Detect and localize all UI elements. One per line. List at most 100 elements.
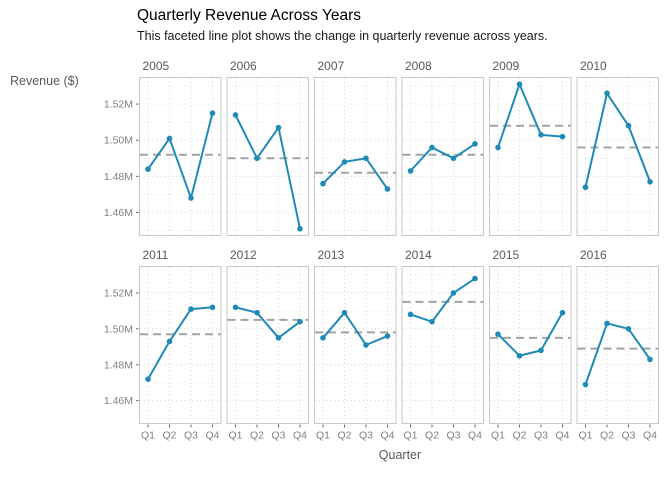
revenue-line [147, 306, 214, 381]
revenue-line [584, 92, 651, 189]
facet-panel-2013: 2013 Q1 Q2 Q3 Q4 [314, 248, 397, 442]
panel-background [576, 77, 659, 236]
data-point [625, 122, 632, 129]
facet-label: 2010 [580, 59, 607, 73]
chart-subtitle: This faceted line plot shows the change … [137, 29, 548, 43]
x-tick-label: Q2 [600, 430, 614, 442]
facet-label: 2012 [230, 248, 257, 262]
data-point [275, 124, 282, 131]
facet-panel-2015: 2015 Q1 Q2 Q3 Q4 [489, 248, 572, 442]
panel-background [139, 77, 222, 236]
revenue-line [234, 113, 301, 230]
x-tick-label: Q1 [403, 430, 417, 442]
revenue-line [409, 277, 476, 323]
facet-panel-2009: 2009 [489, 59, 572, 236]
data-point [582, 184, 589, 191]
data-point [166, 135, 173, 142]
data-point [604, 320, 610, 327]
revenue-line [322, 157, 389, 191]
data-point [320, 335, 326, 341]
data-point [363, 342, 369, 348]
data-point [209, 304, 216, 311]
y-axis-title: Revenue ($) [10, 74, 79, 88]
data-point [604, 90, 610, 97]
y-tick-label: 1.50M [104, 323, 133, 335]
x-tick-label: Q3 [446, 430, 460, 442]
chart-title: Quarterly Revenue Across Years [137, 7, 362, 24]
data-point [559, 309, 566, 316]
data-point [384, 186, 391, 192]
revenue-line [234, 306, 301, 339]
data-point [450, 290, 457, 296]
data-point [275, 335, 282, 341]
x-tick-label: Q2 [162, 430, 176, 442]
x-tick-label: Q2 [250, 430, 264, 442]
facet-label: 2008 [405, 59, 432, 73]
panel-background [314, 266, 397, 424]
data-point [384, 333, 391, 339]
data-point [495, 144, 501, 151]
y-tick-label: 1.48M [104, 359, 133, 371]
revenue-line [409, 142, 476, 172]
panel-background [401, 266, 484, 424]
data-point [254, 309, 260, 316]
data-point [341, 159, 348, 165]
facet-panel-2006: 2006 [226, 59, 309, 236]
x-tick-label: Q3 [359, 430, 373, 442]
y-tick-label: 1.46M [104, 395, 133, 407]
facet-label: 2007 [318, 59, 345, 73]
data-point [538, 132, 544, 138]
facet-label: 2015 [493, 248, 520, 262]
panel-background [139, 266, 222, 424]
data-point [407, 168, 414, 174]
data-point [254, 155, 260, 162]
x-tick-label: Q2 [337, 430, 351, 442]
data-point [166, 338, 173, 345]
facet-label: 2016 [580, 248, 607, 262]
data-point [559, 133, 566, 140]
data-point [145, 166, 151, 172]
data-point [341, 309, 348, 316]
data-point [472, 275, 478, 282]
facet-label: 2005 [143, 59, 170, 73]
data-point [450, 155, 457, 162]
data-point [209, 110, 216, 116]
panel-background [226, 266, 309, 424]
x-tick-label: Q2 [425, 430, 439, 442]
data-point [516, 352, 523, 359]
data-point [516, 81, 523, 88]
facet-panel-2016: 2016 Q1 Q2 Q3 Q4 [576, 248, 659, 442]
y-tick-label: 1.46M [104, 207, 133, 219]
y-tick-label: 1.52M [104, 99, 133, 111]
revenue-line [584, 322, 651, 386]
y-tick-label: 1.52M [104, 287, 133, 299]
x-tick-label: Q3 [621, 430, 635, 442]
data-point [429, 144, 435, 151]
facet-label: 2006 [230, 59, 257, 73]
data-point [363, 155, 369, 162]
x-tick-label: Q1 [141, 430, 155, 442]
facet-label: 2014 [405, 248, 432, 262]
data-point [188, 195, 194, 201]
facet-label: 2011 [143, 248, 169, 262]
x-tick-label: Q3 [184, 430, 198, 442]
x-tick-label: Q1 [316, 430, 330, 442]
facet-panel-2011: 2011 1.46M 1.48M 1.50M 1.52M Q1 Q2 Q3 Q4 [104, 248, 222, 442]
facet-panel-2014: 2014 Q1 Q2 Q3 Q4 [401, 248, 484, 442]
data-point [297, 225, 303, 232]
facet-panel-2008: 2008 [401, 59, 484, 236]
facet-label: 2013 [318, 248, 345, 262]
data-point [582, 381, 589, 388]
data-point [232, 112, 239, 118]
x-tick-label: Q1 [491, 430, 505, 442]
revenue-line [497, 83, 564, 149]
data-point [538, 347, 544, 354]
x-tick-label: Q3 [534, 430, 548, 442]
data-point [297, 318, 303, 325]
x-tick-label: Q1 [228, 430, 242, 442]
x-tick-label: Q2 [512, 430, 526, 442]
panel-background [314, 77, 397, 236]
x-tick-label: Q4 [468, 430, 482, 442]
